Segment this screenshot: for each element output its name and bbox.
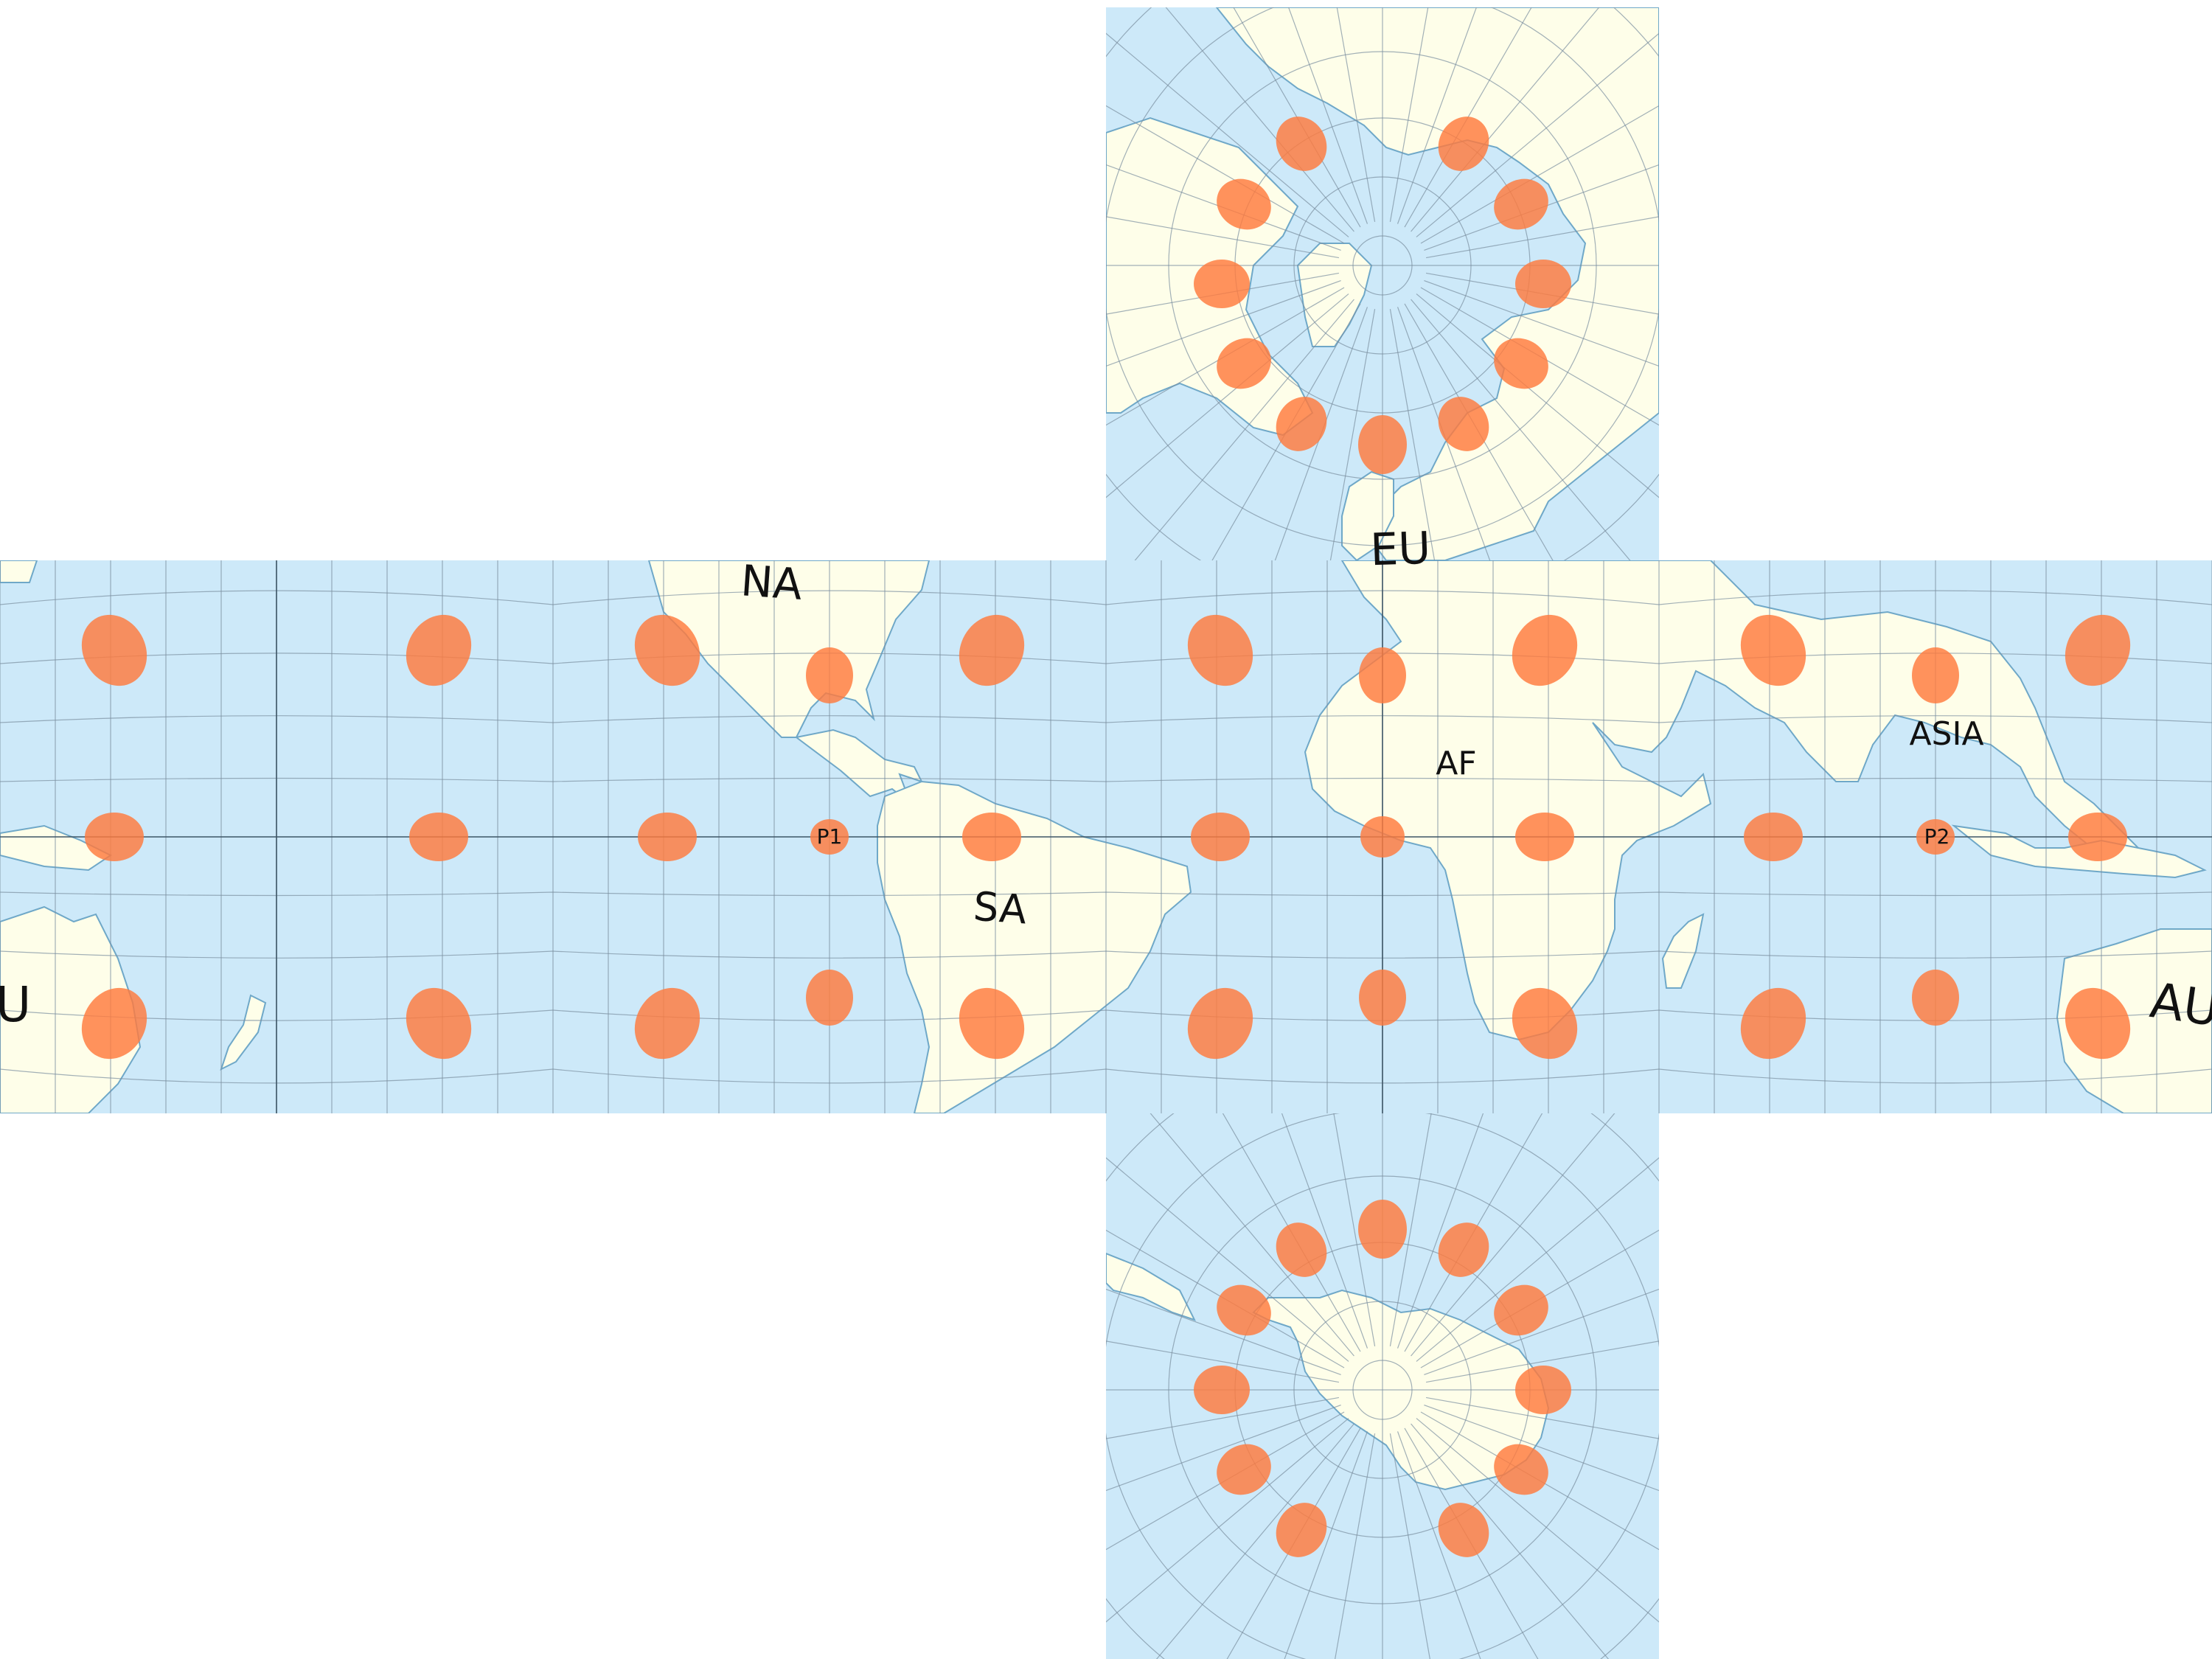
tissot-ellipse — [1515, 813, 1574, 861]
label-na: NA — [740, 555, 804, 610]
label-au-right: AU — [2146, 972, 2212, 1037]
tissot-ellipse — [1359, 647, 1406, 703]
tissot-ellipse — [85, 813, 144, 861]
tissot-ellipse — [1358, 1200, 1407, 1259]
label-p1: P1 — [817, 824, 843, 849]
north-america-corner-land — [0, 560, 37, 582]
tissot-ellipse — [1191, 813, 1250, 861]
tissot-ellipse — [806, 970, 853, 1026]
label-eu: EU — [1369, 523, 1431, 577]
tissot-ellipse — [1194, 260, 1250, 308]
tissot-ellipse — [962, 813, 1021, 861]
tissot-ellipse — [2068, 813, 2127, 861]
tissot-ellipse — [1360, 816, 1405, 858]
tissot-ellipse — [1912, 970, 1959, 1026]
tissot-ellipse — [806, 647, 853, 703]
label-p2: P2 — [1924, 824, 1950, 849]
label-au-left: U — [0, 976, 31, 1033]
label-sa: SA — [972, 883, 1028, 933]
tissot-ellipse — [1744, 813, 1803, 861]
label-af: AF — [1436, 745, 1476, 782]
tissot-ellipse — [409, 813, 468, 861]
tissot-ellipse — [1515, 260, 1571, 308]
tissot-ellipse — [1912, 647, 1959, 703]
label-asia: ASIA — [1909, 715, 1983, 753]
tissot-ellipse — [1515, 1366, 1571, 1414]
tissot-ellipse — [638, 813, 697, 861]
tissot-ellipse — [1194, 1366, 1250, 1414]
tissot-ellipse — [1359, 970, 1406, 1026]
tissot-ellipse — [1358, 415, 1407, 474]
